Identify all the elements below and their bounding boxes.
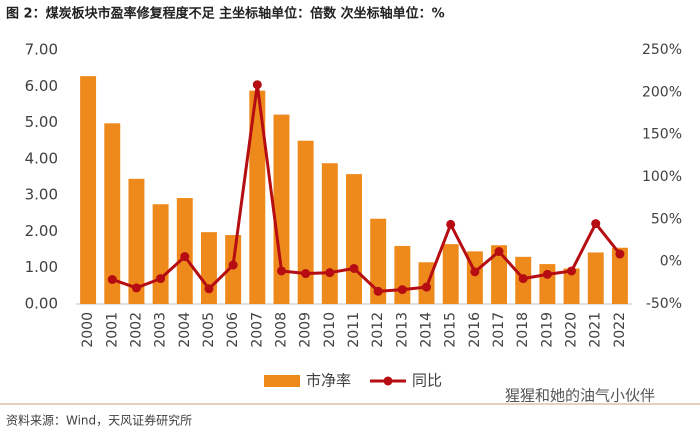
y2-tick-label: 0% [660,254,682,270]
line-marker [156,274,166,284]
x-tick-label: 2000 [80,312,96,348]
line-marker [131,283,141,293]
line-marker [107,274,117,284]
bar [563,268,580,304]
bar [249,90,266,304]
bar [491,245,508,304]
line-marker [567,266,577,276]
y2-tick-label: 250% [642,42,682,58]
line-marker [422,282,432,292]
y-tick-label: 2.00 [25,222,58,240]
x-tick-label: 2008 [273,312,289,348]
line-marker [542,269,552,279]
bar [394,245,411,304]
x-tick-label: 2022 [612,312,628,348]
line-marker [301,269,311,279]
x-tick-label: 2015 [443,312,459,348]
bar [128,178,145,304]
bar [273,114,290,305]
bar [346,174,362,304]
x-tick-label: 2018 [515,312,531,348]
y2-tick-label: 50% [651,211,682,227]
line-marker [615,249,625,259]
line-marker [397,285,407,295]
x-tick-label: 2020 [564,312,580,348]
x-tick-label: 2014 [419,312,435,348]
y2-tick-label: 100% [642,169,682,185]
chart-title: 图 2：煤炭板块市盈率修复程度不足 主坐标轴单位：倍数 次坐标轴单位：% [6,6,445,22]
y-tick-label: 6.00 [25,77,58,95]
line-marker [591,219,601,229]
x-tick-label: 2010 [322,312,338,348]
y-tick-label: 4.00 [25,149,58,167]
y2-tick-label: 150% [642,127,682,143]
x-tick-label: 2017 [491,312,507,348]
bar [297,140,314,304]
x-tick-label: 2007 [249,312,265,348]
legend-swatch [383,376,393,386]
line-marker [228,260,238,270]
y2-tick-label: -50% [646,296,682,312]
x-tick-label: 2013 [394,312,410,348]
bar [370,218,387,304]
x-tick-label: 2016 [467,312,483,348]
bar [321,163,338,304]
x-tick-label: 2001 [104,312,120,348]
bar [80,76,97,304]
x-tick-label: 2019 [539,312,555,348]
x-tick-label: 2011 [346,312,362,348]
line-marker [180,252,190,262]
bar [587,252,604,304]
x-tick-label: 2003 [153,312,169,348]
x-tick-label: 2006 [225,312,241,348]
y-tick-label: 5.00 [25,113,58,131]
legend-label: 市净率 [306,372,351,390]
line [111,83,622,293]
y-tick-label: 0.00 [25,295,58,313]
x-tick-label: 2021 [588,312,604,348]
line-marker [204,284,214,294]
y-tick-label: 3.00 [25,186,58,204]
legend-label: 同比 [412,372,442,390]
bar [442,244,459,304]
y-tick-label: 7.00 [25,41,58,59]
x-tick-label: 2009 [298,312,314,348]
bar [611,247,628,304]
watermark: 猩猩和她的油气小伙伴 [505,387,655,405]
line-marker [325,268,335,278]
source-note: 资料来源：Wind，天风证券研究所 [6,413,192,428]
line-marker [494,247,504,257]
y-tick-label: 1.00 [25,258,58,276]
line-marker [373,286,383,296]
x-tick-label: 2005 [201,312,217,348]
line-marker [349,263,359,273]
legend-swatch [264,375,300,387]
x-tick-label: 2002 [128,312,144,348]
y2-tick-label: 200% [642,84,682,100]
line-marker [446,219,456,229]
bar [104,123,121,304]
line-marker [518,274,528,284]
line-marker [276,266,286,276]
line-marker [470,267,480,277]
x-tick-label: 2004 [177,312,193,348]
x-tick-label: 2012 [370,312,386,348]
line-marker [252,80,262,90]
bar [176,198,193,304]
bar [152,204,169,304]
